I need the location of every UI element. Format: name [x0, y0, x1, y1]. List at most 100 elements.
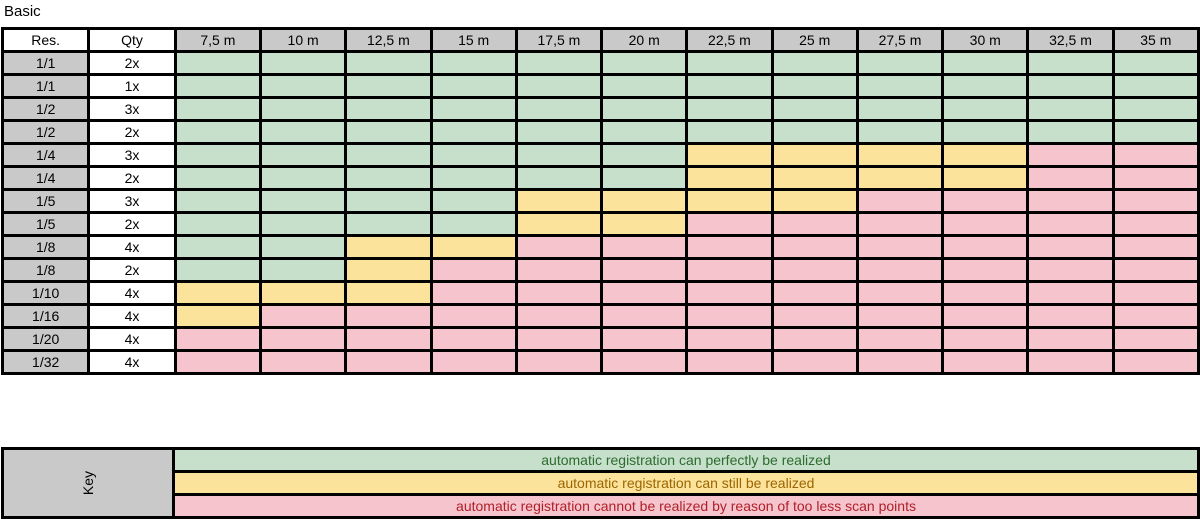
row-quantity: 2x: [87, 119, 177, 145]
status-cell: [685, 96, 774, 122]
row-resolution: 1/8: [0, 234, 91, 260]
status-cell: [514, 142, 604, 168]
matrix-body: 1/1 2x 1/1 1x 1/2 3x 1/2 2x 1/4 3x 1/4 2x 1/5 3x 1/5 2x…: [0, 50, 1200, 375]
status-cell: [429, 165, 518, 191]
row-quantity: 4x: [87, 326, 177, 352]
status-cell: [855, 234, 945, 260]
status-cell: [855, 211, 945, 237]
status-cell: [429, 50, 518, 76]
status-cell: [173, 50, 262, 76]
status-cell: [344, 349, 433, 375]
status-cell: [1111, 234, 1200, 260]
status-cell: [173, 326, 262, 352]
status-cell: [429, 257, 518, 283]
status-cell: [1111, 50, 1200, 76]
status-cell: [941, 257, 1030, 283]
row-resolution: 1/1: [0, 73, 91, 99]
status-cell: [344, 211, 433, 237]
status-cell: [855, 349, 945, 375]
header-distance: 10 m: [258, 27, 348, 53]
status-cell: [1026, 73, 1115, 99]
status-cell: [770, 119, 859, 145]
row-quantity: 2x: [87, 257, 177, 283]
status-cell: [344, 234, 433, 260]
status-cell: [855, 326, 945, 352]
status-cell: [514, 211, 604, 237]
header-distance: 22,5 m: [685, 27, 774, 53]
status-cell: [1026, 234, 1115, 260]
row-quantity: 3x: [87, 96, 177, 122]
status-cell: [1026, 280, 1115, 306]
status-cell: [855, 257, 945, 283]
status-cell: [855, 96, 945, 122]
status-cell: [344, 142, 433, 168]
table-row: 1/4 2x: [0, 165, 1200, 191]
key-row: automatic registration cannot be realize…: [3, 493, 1200, 519]
status-cell: [941, 211, 1030, 237]
status-cell: [941, 188, 1030, 214]
status-cell: [514, 257, 604, 283]
status-cell: [173, 142, 262, 168]
status-cell: [600, 119, 689, 145]
status-cell: [173, 73, 262, 99]
status-cell: [1111, 349, 1200, 375]
key-legend: Key automatic registration can perfectly …: [1, 447, 1200, 519]
status-cell: [770, 73, 859, 99]
status-cell: [344, 188, 433, 214]
status-cell: [514, 119, 604, 145]
status-cell: [1111, 142, 1200, 168]
status-cell: [685, 50, 774, 76]
status-cell: [770, 165, 859, 191]
row-resolution: 1/20: [0, 326, 91, 352]
table-row: 1/20 4x: [0, 326, 1200, 352]
header-row: Res. Qty 7,5 m 10 m 12,5 m 15 m 17,5 m 20 m 22…: [0, 27, 1200, 53]
status-cell: [429, 326, 518, 352]
status-cell: [855, 119, 945, 145]
row-quantity: 2x: [87, 211, 177, 237]
status-cell: [344, 73, 433, 99]
status-cell: [1111, 257, 1200, 283]
status-cell: [941, 73, 1030, 99]
status-cell: [600, 50, 689, 76]
row-resolution: 1/2: [0, 96, 91, 122]
row-quantity: 2x: [87, 50, 177, 76]
key-label: Key: [80, 470, 96, 496]
status-cell: [344, 50, 433, 76]
status-cell: [685, 73, 774, 99]
status-cell: [770, 50, 859, 76]
status-cell: [770, 234, 859, 260]
status-cell: [344, 303, 433, 329]
table-row: 1/1 2x: [0, 50, 1200, 76]
status-cell: [685, 303, 774, 329]
row-resolution: 1/5: [0, 211, 91, 237]
header-distance: 30 m: [941, 27, 1030, 53]
status-cell: [1111, 326, 1200, 352]
status-cell: [173, 96, 262, 122]
row-quantity: 3x: [87, 188, 177, 214]
status-cell: [258, 303, 348, 329]
table-row: 1/10 4x: [0, 280, 1200, 306]
status-cell: [514, 280, 604, 306]
status-cell: [1111, 280, 1200, 306]
header-distance: 17,5 m: [514, 27, 604, 53]
header-distance: 27,5 m: [855, 27, 945, 53]
status-cell: [1026, 211, 1115, 237]
status-cell: [514, 50, 604, 76]
status-cell: [770, 142, 859, 168]
header-qty: Qty: [87, 27, 177, 53]
status-cell: [344, 257, 433, 283]
status-cell: [770, 188, 859, 214]
status-cell: [258, 119, 348, 145]
status-cell: [1026, 96, 1115, 122]
status-cell: [514, 96, 604, 122]
key-entry-g: automatic registration can perfectly be …: [172, 447, 1200, 473]
status-cell: [429, 211, 518, 237]
status-cell: [344, 165, 433, 191]
row-quantity: 4x: [87, 349, 177, 375]
status-cell: [600, 165, 689, 191]
status-cell: [770, 349, 859, 375]
status-cell: [685, 119, 774, 145]
status-cell: [1111, 165, 1200, 191]
status-cell: [600, 303, 689, 329]
status-cell: [514, 326, 604, 352]
